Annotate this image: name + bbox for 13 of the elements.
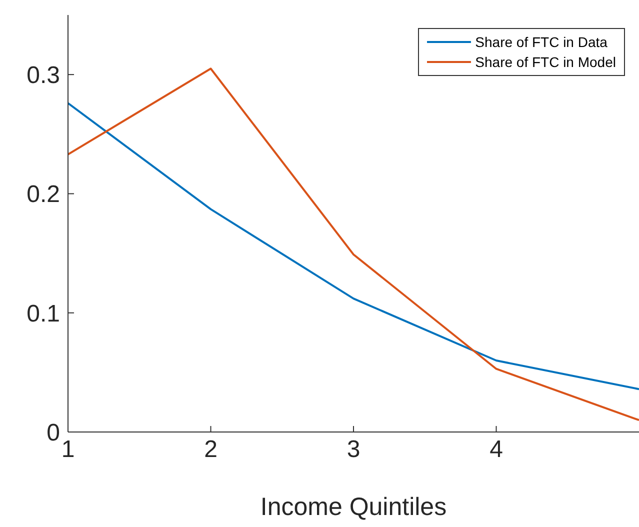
y-tick-label: 0.1 xyxy=(26,300,60,328)
line-series xyxy=(68,68,639,422)
x-tick-label: 3 xyxy=(346,436,360,464)
line-series xyxy=(68,102,639,390)
y-tick-label: 0 xyxy=(46,420,60,447)
y-tick-label: 0.3 xyxy=(26,62,60,90)
x-tick-label: 2 xyxy=(204,436,218,464)
x-tick-label: 1 xyxy=(61,436,75,464)
legend-label: Share of FTC in Data xyxy=(475,34,608,50)
legend-label: Share of FTC in Model xyxy=(475,54,616,70)
y-tick-label: 0.2 xyxy=(26,181,60,208)
x-tick-label: 4 xyxy=(490,436,503,464)
x-axis-title: Income Quintiles xyxy=(260,493,447,521)
